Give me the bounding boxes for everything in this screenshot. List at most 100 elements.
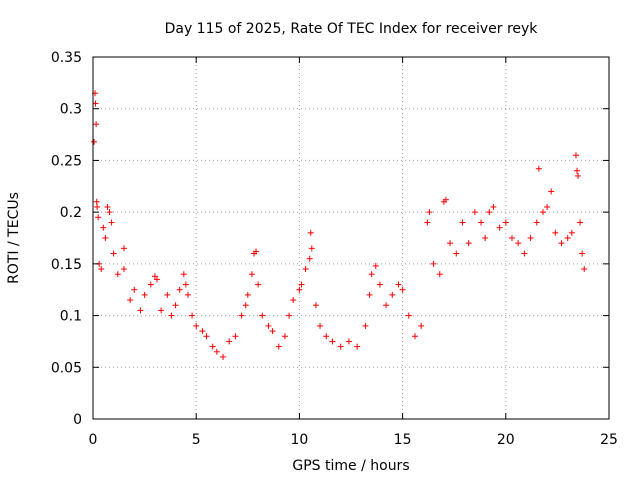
data-point xyxy=(114,271,121,278)
grid xyxy=(93,57,609,419)
data-point xyxy=(137,307,144,314)
data-point xyxy=(253,248,260,255)
y-tick-label: 0.15 xyxy=(51,257,82,273)
data-point xyxy=(482,235,489,241)
data-point xyxy=(521,250,528,257)
data-point xyxy=(120,266,127,273)
data-point xyxy=(298,281,305,288)
data-point xyxy=(579,250,586,257)
data-point xyxy=(248,271,255,278)
data-point xyxy=(533,219,540,226)
x-tick-label: 10 xyxy=(290,432,308,448)
data-point xyxy=(180,271,187,278)
data-point xyxy=(120,245,127,252)
data-point xyxy=(199,328,206,335)
data-point xyxy=(323,333,330,340)
data-point xyxy=(100,224,107,231)
data-point xyxy=(574,167,581,174)
data-point xyxy=(508,235,515,241)
data-point xyxy=(515,240,522,247)
x-tick-label: 25 xyxy=(600,432,618,448)
plot-frame xyxy=(92,56,610,420)
data-point xyxy=(259,312,266,319)
data-point xyxy=(581,266,588,273)
data-point xyxy=(131,286,138,293)
x-tick-label: 0 xyxy=(89,432,98,448)
data-point xyxy=(426,209,433,216)
data-point xyxy=(244,291,251,298)
data-point xyxy=(98,266,105,273)
data-point xyxy=(153,276,160,283)
data-point xyxy=(411,333,418,340)
data-point xyxy=(141,291,148,298)
data-point xyxy=(478,219,485,226)
data-point xyxy=(302,266,309,273)
data-point xyxy=(265,322,272,329)
data-point xyxy=(442,196,449,203)
data-point xyxy=(539,209,546,216)
data-point xyxy=(544,203,551,210)
data-point xyxy=(296,286,303,293)
data-point xyxy=(193,322,200,329)
data-point xyxy=(232,333,239,340)
data-point xyxy=(502,219,509,226)
x-tick-label: 15 xyxy=(394,432,412,448)
data-point xyxy=(108,219,115,226)
data-point xyxy=(490,203,497,210)
data-point xyxy=(558,240,565,247)
data-point xyxy=(307,229,314,236)
chart-title: Day 115 of 2025, Rate Of TEC Index for r… xyxy=(165,21,539,37)
data-point xyxy=(95,214,102,221)
data-point xyxy=(176,286,183,293)
data-point xyxy=(362,322,369,329)
data-point xyxy=(389,291,396,298)
data-point xyxy=(568,229,575,236)
data-point xyxy=(317,322,324,329)
data-point xyxy=(290,297,297,304)
data-point xyxy=(405,312,412,319)
data-point xyxy=(383,302,390,309)
y-axis-label: ROTI / TECUs xyxy=(6,192,22,284)
data-point xyxy=(286,312,293,319)
data-point xyxy=(306,255,313,262)
x-tick-label: 5 xyxy=(192,432,201,448)
data-point xyxy=(447,240,454,247)
data-point xyxy=(213,348,220,355)
data-point xyxy=(548,188,555,195)
data-point xyxy=(465,240,472,247)
data-point xyxy=(275,343,282,350)
axis-ticks: 0 5 10 15 20 25 0 0.05 0.1 0.15 0.2 0.25 0.3 0.35 xyxy=(51,50,618,448)
data-point xyxy=(372,262,379,269)
data-point xyxy=(577,219,584,226)
data-point xyxy=(104,203,111,210)
data-point xyxy=(564,235,571,241)
data-point xyxy=(151,273,158,280)
data-point xyxy=(354,343,361,350)
data-point xyxy=(164,291,171,298)
data-point xyxy=(436,271,443,278)
data-point xyxy=(238,312,245,319)
data-point xyxy=(127,297,134,304)
y-tick-label: 0.1 xyxy=(60,309,82,325)
data-point xyxy=(575,172,582,179)
data-point xyxy=(269,328,276,335)
y-tick-label: 0.2 xyxy=(60,205,82,221)
data-point xyxy=(220,353,227,360)
data-point xyxy=(376,281,383,288)
data-point xyxy=(184,291,191,298)
data-point xyxy=(453,250,460,257)
data-point xyxy=(242,302,249,309)
data-point xyxy=(182,281,189,288)
data-point xyxy=(345,338,352,345)
data-point xyxy=(527,235,534,241)
data-point xyxy=(471,209,478,216)
data-point xyxy=(147,281,154,288)
data-point xyxy=(486,209,493,216)
x-tick-label: 20 xyxy=(497,432,515,448)
data-point xyxy=(93,198,100,205)
data-point xyxy=(399,286,406,293)
data-point xyxy=(209,343,216,350)
data-point xyxy=(312,302,319,309)
data-point xyxy=(168,312,175,319)
